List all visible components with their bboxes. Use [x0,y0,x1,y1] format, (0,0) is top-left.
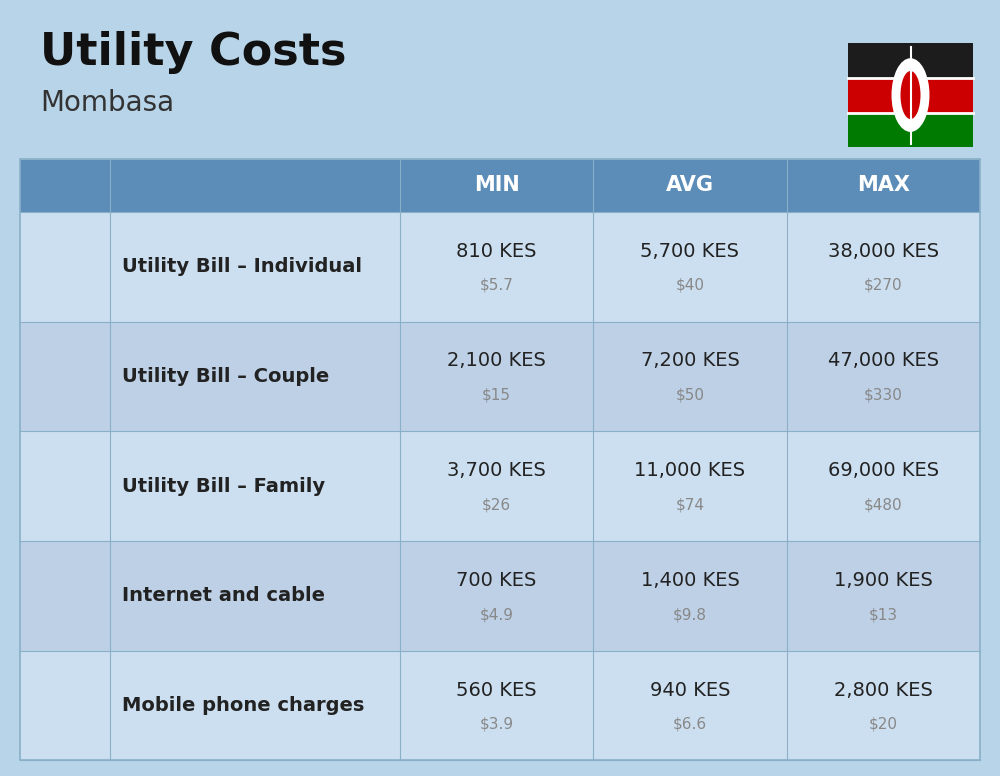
Text: 700 KES: 700 KES [456,571,537,590]
Ellipse shape [892,58,930,132]
FancyBboxPatch shape [20,431,980,541]
Text: 11,000 KES: 11,000 KES [634,461,746,480]
Text: 47,000 KES: 47,000 KES [828,352,939,370]
Text: Mombasa: Mombasa [40,89,174,117]
Text: 2,800 KES: 2,800 KES [834,681,933,700]
FancyBboxPatch shape [848,113,973,147]
Text: MIN: MIN [474,175,520,196]
Text: $5.7: $5.7 [480,278,514,293]
Ellipse shape [900,71,920,120]
FancyBboxPatch shape [20,651,980,760]
Text: 38,000 KES: 38,000 KES [828,241,939,261]
Text: $6.6: $6.6 [673,717,707,732]
FancyBboxPatch shape [20,541,980,651]
Text: $26: $26 [482,497,511,512]
Text: Utility Bill – Family: Utility Bill – Family [122,476,325,496]
Text: $3.9: $3.9 [480,717,514,732]
Text: 940 KES: 940 KES [650,681,730,700]
Text: $330: $330 [864,387,903,403]
Text: 69,000 KES: 69,000 KES [828,461,939,480]
FancyBboxPatch shape [848,43,973,78]
Text: 2,100 KES: 2,100 KES [447,352,546,370]
FancyBboxPatch shape [848,78,973,113]
Text: 560 KES: 560 KES [456,681,537,700]
Text: $480: $480 [864,497,903,512]
Text: MAX: MAX [857,175,910,196]
Text: 1,400 KES: 1,400 KES [641,571,739,590]
Text: Utility Bill – Couple: Utility Bill – Couple [122,367,329,386]
Text: Utility Costs: Utility Costs [40,31,347,74]
FancyBboxPatch shape [20,321,980,431]
Text: 7,200 KES: 7,200 KES [641,352,739,370]
Text: 5,700 KES: 5,700 KES [640,241,740,261]
Text: AVG: AVG [666,175,714,196]
Text: $270: $270 [864,278,903,293]
Text: Mobile phone charges: Mobile phone charges [122,696,364,715]
Text: $74: $74 [676,497,704,512]
Text: $20: $20 [869,717,898,732]
Text: Utility Bill – Individual: Utility Bill – Individual [122,257,362,276]
Text: $50: $50 [676,387,704,403]
Text: 1,900 KES: 1,900 KES [834,571,933,590]
Text: 810 KES: 810 KES [456,241,537,261]
FancyBboxPatch shape [20,212,980,321]
Text: 3,700 KES: 3,700 KES [447,461,546,480]
Text: $40: $40 [676,278,704,293]
Text: $4.9: $4.9 [480,607,514,622]
FancyBboxPatch shape [20,159,980,212]
Text: Internet and cable: Internet and cable [122,587,325,605]
Text: $13: $13 [869,607,898,622]
Text: $15: $15 [482,387,511,403]
Text: $9.8: $9.8 [673,607,707,622]
